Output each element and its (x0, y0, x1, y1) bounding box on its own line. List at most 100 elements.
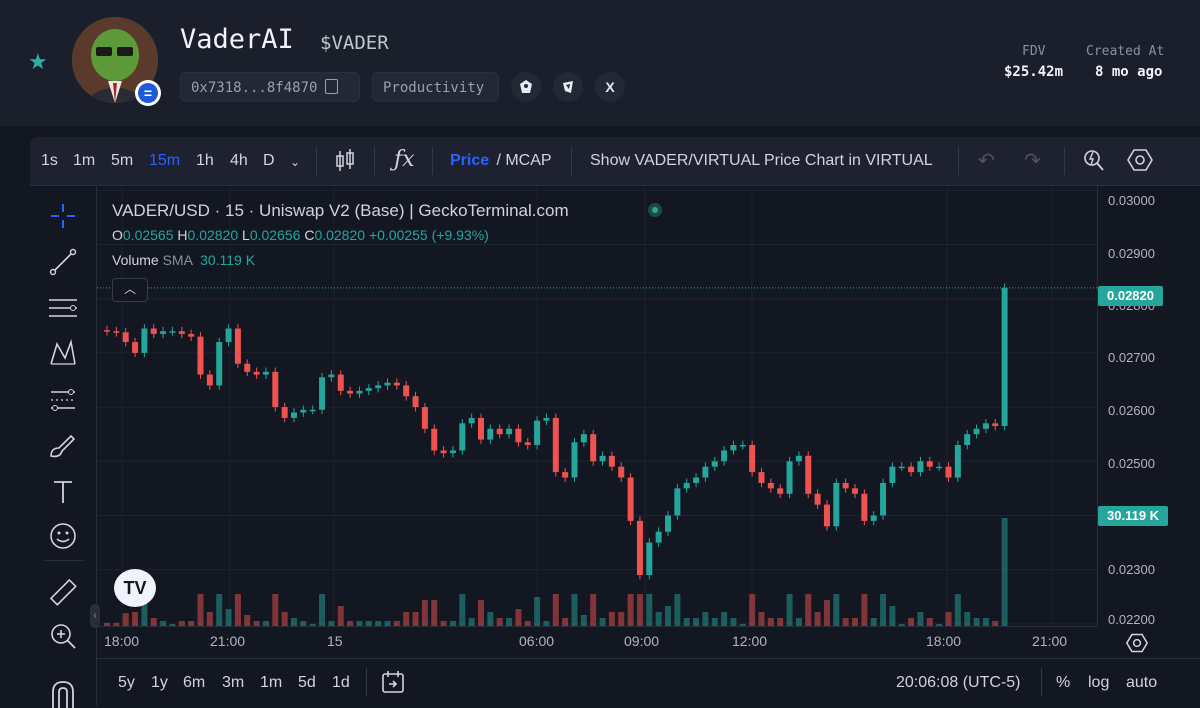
collapse-legend-chevron-up-icon[interactable]: ︿ (112, 278, 148, 302)
interval-5m[interactable]: 5m (111, 152, 134, 169)
time-axis[interactable] (97, 626, 1097, 657)
show-virtual-chart-button[interactable]: Show VADER/VIRTUAL Price Chart in VIRTUA… (590, 152, 933, 169)
candle (365, 388, 372, 391)
y-tick: 0.02700 (1108, 350, 1155, 365)
gecko-icon (520, 80, 532, 93)
category-pill[interactable]: Productivity (372, 72, 499, 102)
volume-bar (711, 618, 718, 626)
fib-retracement-icon[interactable] (47, 292, 79, 324)
candle (356, 390, 363, 394)
interval-1s[interactable]: 1s (41, 152, 58, 169)
candle (702, 466, 709, 478)
candle (982, 423, 989, 429)
trend-line-icon[interactable] (47, 246, 79, 278)
price-chart-plot[interactable] (97, 186, 1097, 626)
tradingview-logo-icon[interactable]: TV (114, 569, 156, 607)
volume-label: Volume (112, 252, 159, 268)
range-5y[interactable]: 5y (118, 674, 135, 691)
crosshair-icon[interactable] (47, 200, 79, 232)
volume-bar (964, 612, 971, 626)
candle (1001, 287, 1008, 427)
date-range-calendar-icon[interactable] (380, 669, 406, 695)
candle (562, 472, 569, 478)
price-axis[interactable] (1097, 186, 1200, 626)
candle (281, 407, 288, 418)
mcap-toggle[interactable]: / MCAP (492, 152, 552, 169)
auto-scale-toggle[interactable]: auto (1126, 674, 1158, 691)
created-label: Created At (1086, 44, 1165, 59)
contract-address-pill[interactable]: 0x7318...8f4870 (180, 72, 360, 102)
volume-bar (104, 622, 110, 626)
volume-bar (842, 618, 849, 626)
chain-badge: = (135, 80, 161, 106)
volume-bar (636, 594, 643, 626)
gecko-link-icon[interactable] (511, 72, 541, 102)
range-1m[interactable]: 1m (260, 674, 283, 691)
volume-bar (646, 594, 653, 626)
base-chain-icon: = (138, 83, 158, 103)
candle (459, 423, 466, 451)
x-social-icon[interactable]: X (595, 72, 625, 102)
range-1y[interactable]: 1y (151, 674, 168, 691)
undo-icon[interactable]: ↶ (978, 150, 995, 172)
range-1d[interactable]: 1d (332, 674, 350, 691)
candle (608, 455, 615, 467)
brush-icon[interactable] (47, 430, 79, 462)
interval-dropdown-chevron-icon[interactable]: ⌄ (290, 155, 301, 169)
candle (244, 363, 251, 372)
text-tool-icon[interactable] (47, 476, 79, 508)
fdv-label: FDV (1022, 44, 1046, 59)
redo-icon[interactable]: ↷ (1024, 150, 1041, 172)
indicators-fx-icon[interactable]: ƒx (394, 147, 415, 172)
volume-bar (674, 594, 681, 626)
favorite-star-icon[interactable]: ★ (28, 49, 48, 74)
volume-bar (421, 600, 428, 626)
range-5d[interactable]: 5d (298, 674, 316, 691)
candle (964, 434, 971, 446)
emoji-icon[interactable] (47, 520, 79, 552)
volume-bar (393, 621, 400, 626)
settings-hexagon-icon[interactable] (1127, 147, 1153, 173)
candle (403, 385, 410, 397)
ruler-icon[interactable] (47, 576, 79, 608)
collapse-toolbar-chevron-icon[interactable]: ‹ (90, 604, 100, 628)
range-6m[interactable]: 6m (183, 674, 206, 691)
candle (188, 333, 195, 337)
volume-bar (281, 612, 288, 626)
range-3m[interactable]: 3m (222, 674, 245, 691)
interval-1h[interactable]: 1h (196, 152, 214, 169)
volume-bar (926, 618, 933, 626)
volume-bar (795, 618, 802, 626)
volume-bar (721, 612, 728, 626)
pattern-tool-icon[interactable] (47, 338, 79, 370)
percent-scale-toggle[interactable]: % (1056, 674, 1071, 691)
x-tick: 12:00 (732, 633, 768, 649)
volume-bar (515, 609, 522, 626)
magnet-icon[interactable] (47, 676, 79, 708)
volume-bar (758, 612, 765, 626)
candle (954, 445, 961, 478)
avatar-image (72, 17, 158, 103)
interval-d[interactable]: D (263, 152, 275, 169)
candle (880, 482, 887, 516)
volume-bar (945, 612, 952, 626)
quick-search-icon[interactable] (1082, 147, 1106, 173)
candle (908, 466, 915, 473)
log-scale-toggle[interactable]: log (1088, 674, 1110, 691)
interval-1m[interactable]: 1m (73, 152, 96, 169)
interval-15m[interactable]: 15m (149, 152, 181, 169)
prediction-tool-icon[interactable] (47, 384, 79, 416)
volume-bar (627, 594, 634, 626)
dex-link-icon[interactable] (553, 72, 583, 102)
interval-4h[interactable]: 4h (230, 152, 248, 169)
dexscreener-icon (563, 81, 573, 93)
zoom-in-icon[interactable] (47, 620, 79, 652)
candles-icon[interactable] (334, 148, 356, 174)
x-tick: 09:00 (624, 633, 660, 649)
candle (468, 417, 475, 424)
candle (262, 371, 269, 375)
axis-settings-hexagon-icon[interactable] (1126, 632, 1148, 654)
copy-icon[interactable] (325, 79, 339, 94)
volume-bar (543, 621, 550, 626)
price-toggle[interactable]: Price (450, 152, 490, 169)
